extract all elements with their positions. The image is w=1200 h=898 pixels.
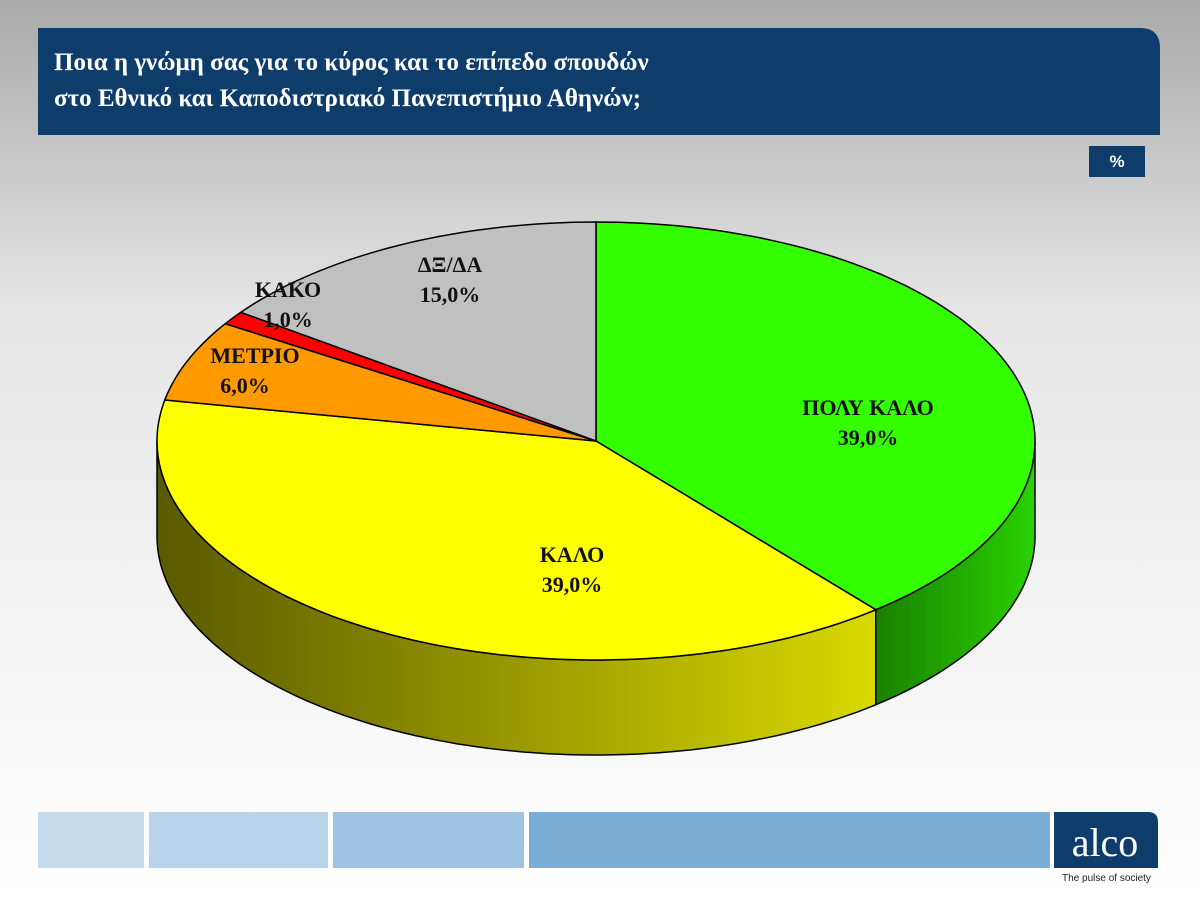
value-label: 15,0% (420, 282, 481, 307)
footer-bar (333, 812, 524, 868)
unit-badge-text: % (1109, 152, 1124, 171)
unit-badge (1089, 146, 1145, 177)
pie-chart: ΠΟΛΥ ΚΑΛΟ 39,0% ΚΑΛΟ 39,0% ΜΕΤΡΙΟ 6,0% ΚΑΚΟ 1,0… (156, 221, 1036, 756)
value-label: 1,0% (263, 307, 313, 332)
title-line: στο Εθνικό και Καποδιστριακό Πανεπιστήμι… (54, 85, 641, 112)
slice (595, 221, 1036, 611)
logo-box (1054, 812, 1158, 868)
slice (239, 221, 597, 443)
value-label: 6,0% (220, 373, 270, 398)
logo: alco (1072, 820, 1139, 865)
slice-label: ΚΑΛΟ (540, 542, 605, 567)
slice-label: ΚΑΚΟ (255, 277, 321, 302)
slice (156, 399, 878, 661)
footer-bar (38, 812, 144, 868)
value-label: 39,0% (838, 425, 899, 450)
slice (163, 322, 597, 442)
slice-label: ΜΕΤΡΙΟ (210, 343, 299, 368)
value-label: 39,0% (542, 572, 603, 597)
title-bar (38, 28, 1160, 135)
tagline: The pulse of society (1062, 873, 1151, 884)
footer-bar (529, 812, 1050, 868)
slice-label: ΠΟΛΥ ΚΑΛΟ (802, 395, 934, 420)
title-line: Ποια η γνώμη σας για το κύρος και το επί… (54, 49, 649, 76)
slice-label: ΔΞ/ΔΑ (418, 252, 483, 277)
footer-bar (149, 812, 328, 868)
